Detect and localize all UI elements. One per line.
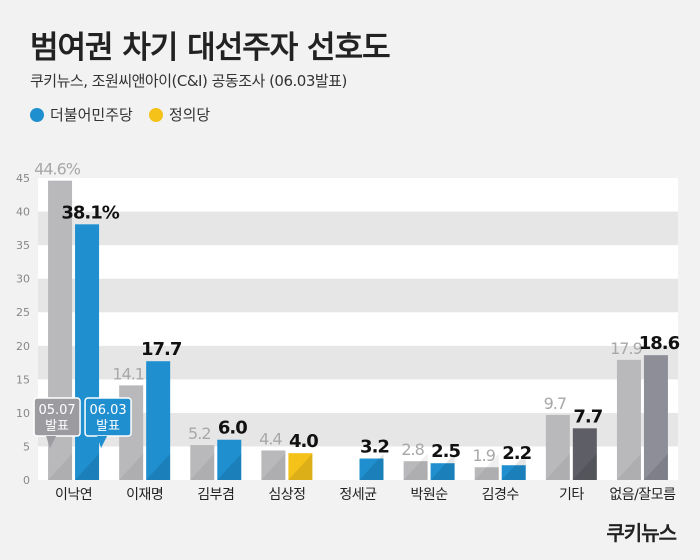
bar-previous: [261, 450, 286, 480]
y-tick-label: 5: [23, 440, 30, 453]
grid-band: [38, 446, 678, 480]
data-label-previous: 4.4: [259, 429, 282, 448]
chart-subtitle: 쿠키뉴스, 조원씨앤아이(C&I) 공동조사 (06.03발표): [30, 72, 347, 90]
data-label-previous: 5.2: [188, 424, 210, 443]
legend-dot-icon: [148, 107, 163, 122]
data-label-current: 4.0: [289, 431, 318, 452]
bar-previous: [616, 359, 641, 480]
bar-shade: [217, 453, 242, 480]
callout-pointer: [97, 436, 108, 448]
grid-band: [38, 379, 678, 413]
y-tick-label: 15: [16, 373, 30, 386]
bar-shade: [501, 453, 526, 480]
grid-band: [38, 211, 678, 246]
legend-item-democratic: 더불어민주당: [30, 104, 133, 125]
grid-band: [38, 412, 678, 447]
y-tick-label: 0: [23, 474, 30, 487]
x-tick-label: 김부겸: [197, 487, 234, 503]
bar-previous: [403, 461, 428, 480]
y-tick-label: 20: [16, 340, 30, 353]
bar-shade: [288, 453, 313, 480]
callout-label: 발표: [96, 419, 120, 434]
bar-current: [75, 224, 100, 480]
bar-shade: [616, 453, 641, 480]
legend-label: 정의당: [168, 106, 211, 124]
grid-band: [38, 312, 678, 346]
grid-band: [38, 278, 678, 313]
logo: 쿠키뉴스: [606, 521, 677, 545]
data-label-previous: 44.6%: [34, 160, 81, 179]
bar-shade: [359, 453, 384, 480]
bar-current: [430, 463, 455, 480]
callout-pointer: [46, 436, 57, 448]
bar-shade: [403, 453, 428, 480]
bar-shade: [48, 453, 73, 480]
grid-band: [38, 345, 678, 380]
bar-shade: [643, 453, 668, 480]
data-label-previous: 1.9: [472, 446, 495, 465]
x-tick-label: 이재명: [126, 487, 163, 503]
bar-current: [643, 355, 668, 480]
bar-current: [146, 361, 171, 480]
y-tick-label: 25: [16, 306, 30, 319]
legend-label: 더불어민주당: [50, 106, 133, 124]
bar-shade: [190, 453, 215, 480]
callout-date: 05.07: [38, 403, 75, 418]
data-label-current: 17.7: [141, 339, 182, 360]
data-label-current: 2.2: [502, 443, 531, 464]
y-tick-label: 40: [16, 206, 30, 219]
bar-shade: [545, 453, 570, 480]
data-label-previous: 14.1: [112, 364, 144, 383]
data-label-current: 2.5: [431, 441, 460, 462]
bar-current: [288, 453, 313, 480]
y-tick-label: 10: [16, 407, 30, 420]
bar-shade: [474, 453, 499, 480]
bar-previous: [545, 414, 570, 480]
data-label-current: 38.1%: [61, 202, 119, 223]
bar-shade: [572, 453, 597, 480]
x-tick-label: 기타: [559, 487, 584, 503]
data-label-previous: 17.9: [610, 339, 642, 358]
y-tick-label: 30: [16, 273, 30, 286]
data-label-previous: 2.8: [401, 440, 424, 459]
callout-box: [84, 397, 132, 437]
legend-dot-icon: [30, 107, 44, 122]
data-label-current: 6.0: [218, 418, 247, 439]
legend: 더불어민주당 정의당: [30, 104, 226, 125]
y-tick-label: 35: [16, 239, 30, 252]
bar-shade: [261, 453, 286, 480]
chart-title: 범여권 차기 대선주자 선호도: [30, 30, 391, 66]
bar-current: [217, 439, 242, 480]
callout-label: 발표: [45, 419, 69, 434]
grid-band: [38, 245, 678, 279]
y-tick-label: 45: [16, 172, 30, 185]
x-tick-label: 심상정: [268, 487, 305, 503]
bar-shade: [75, 453, 100, 480]
bar-shade: [430, 453, 455, 480]
data-label-current: 18.6: [639, 333, 680, 354]
x-tick-label: 정세균: [339, 487, 377, 503]
bar-previous: [190, 445, 215, 480]
bar-current: [572, 428, 597, 480]
x-tick-label: 없음/잘모름: [609, 487, 676, 503]
bar-shade: [119, 453, 144, 480]
legend-item-justice: 정의당: [148, 104, 211, 125]
bar-shade: [146, 453, 171, 480]
data-label-current: 7.7: [573, 406, 602, 427]
callout-box: [33, 397, 81, 437]
grid-band: [38, 178, 678, 212]
bar-previous: [474, 467, 499, 480]
x-tick-label: 박원순: [411, 487, 449, 503]
data-label-previous: 9.7: [544, 394, 566, 413]
data-label-current: 3.2: [360, 437, 389, 458]
callout-date: 06.03: [89, 403, 126, 418]
bar-current: [359, 458, 384, 480]
x-tick-label: 이낙연: [55, 487, 92, 503]
bar-current: [501, 465, 526, 480]
x-tick-label: 김경수: [482, 487, 520, 503]
